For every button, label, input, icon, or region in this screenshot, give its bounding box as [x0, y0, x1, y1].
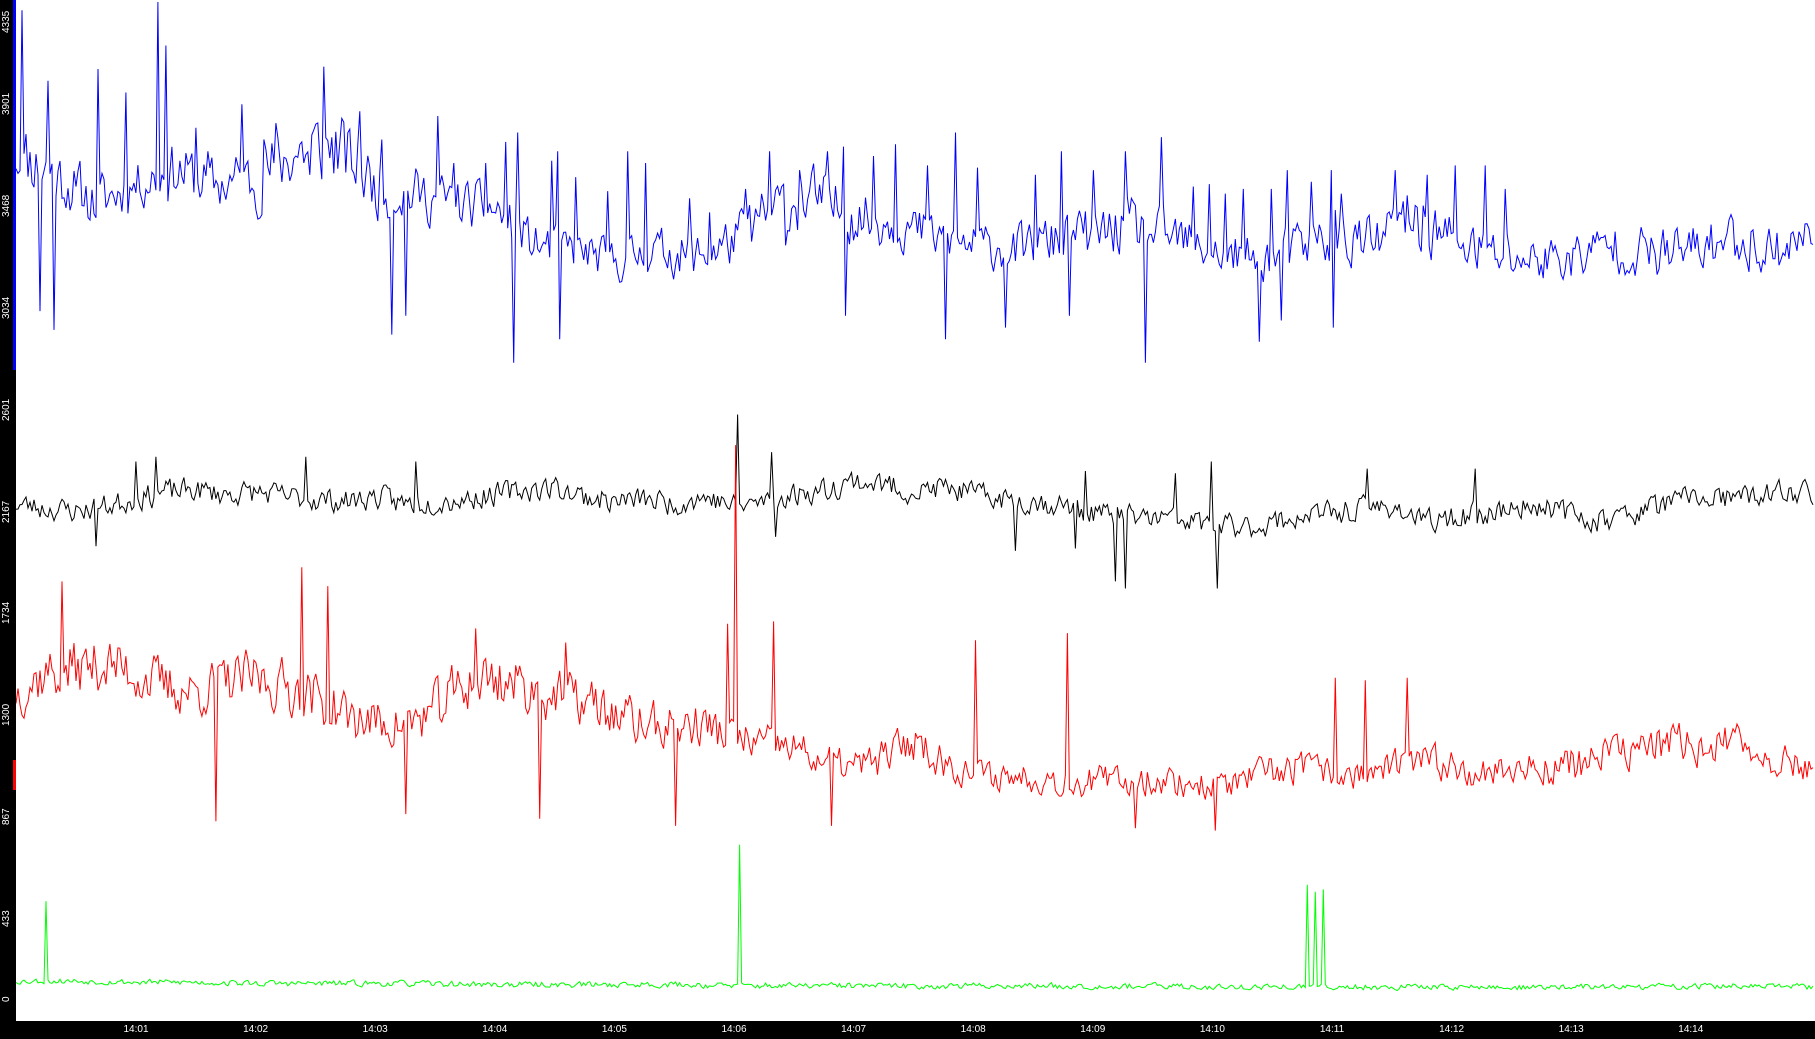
series-line-1: [16, 414, 1814, 589]
y-tick-label: 3034: [1, 296, 12, 319]
x-tick-label: 14:01: [123, 1024, 149, 1035]
y-tick-label: 4335: [1, 10, 12, 34]
x-axis: 14:01 14:02 14:03 14:04 14:05 14:06 14:07 14:08…: [0, 1021, 1815, 1039]
x-tick-label: 14:05: [601, 1024, 627, 1035]
x-tick-label: 14:03: [362, 1024, 388, 1035]
red-series-marker: [13, 760, 16, 790]
x-tick-label: 14:04: [482, 1024, 508, 1035]
y-tick-label: 2167: [1, 500, 12, 523]
x-tick-label: 14:13: [1558, 1024, 1584, 1035]
x-tick-label: 14:08: [960, 1024, 986, 1035]
series-line-0: [16, 1, 1814, 363]
y-tick-label: 0: [1, 996, 12, 1002]
x-tick-label: 14:06: [721, 1024, 747, 1035]
x-tick-label: 14:02: [243, 1024, 269, 1035]
blue-series-marker: [13, 0, 16, 370]
y-tick-label: 867: [1, 808, 12, 826]
y-tick-label: 433: [1, 910, 12, 928]
y-tick-label: 1734: [1, 602, 12, 625]
plot-area: [16, 1, 1814, 992]
x-tick-label: 14:11: [1319, 1024, 1345, 1035]
x-tick-label: 14:14: [1678, 1024, 1704, 1035]
y-tick-label: 3901: [1, 92, 12, 116]
y-tick-label: 3468: [1, 194, 12, 217]
y-tick-label: 1300: [1, 704, 12, 727]
x-tick-label: 14:07: [841, 1024, 867, 1035]
series-line-3: [16, 844, 1814, 992]
y-axis: 0 433 867 1300 1734 2167 2601 3034 3468 3901 4335: [0, 0, 16, 1021]
x-tick-label: 14:12: [1439, 1024, 1465, 1035]
y-tick-label: 2601: [1, 398, 12, 421]
x-tick-label: 14:09: [1080, 1024, 1106, 1035]
series-line-2: [16, 445, 1814, 831]
x-tick-label: 14:10: [1199, 1024, 1225, 1035]
